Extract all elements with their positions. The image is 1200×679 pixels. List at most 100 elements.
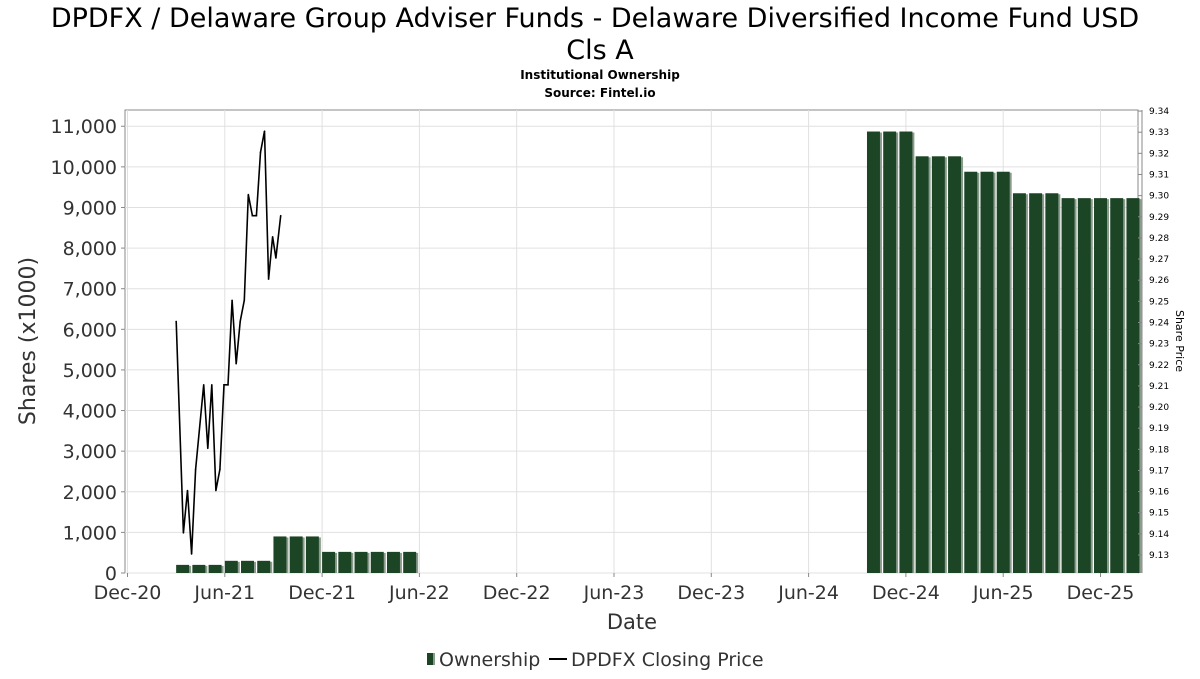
ownership-bar — [370, 551, 384, 573]
y-axis-label: Shares (x1000) — [16, 257, 41, 425]
price-point — [175, 320, 177, 323]
x-tick-label: Dec-25 — [1067, 582, 1135, 604]
legend-price-label: DPDFX Closing Price — [571, 649, 764, 671]
y-tick-label: 7,000 — [63, 279, 117, 301]
price-point — [267, 278, 270, 280]
price-point — [231, 299, 233, 302]
y2-tick-label: 9.14 — [1149, 530, 1169, 540]
price-point — [190, 553, 193, 555]
ownership-bar — [208, 564, 222, 573]
price-point — [202, 384, 205, 386]
x-tick-label: Jun-21 — [193, 582, 255, 604]
ownership-bar — [964, 171, 978, 573]
y2-tick-label: 9.17 — [1149, 466, 1169, 476]
x-tick-label: Jun-25 — [972, 582, 1034, 604]
price-point — [186, 489, 189, 492]
ownership-bar — [273, 536, 287, 573]
ownership-bar — [176, 564, 190, 573]
y2-tick-label: 9.26 — [1149, 276, 1169, 286]
y2-tick-label: 9.34 — [1149, 107, 1169, 117]
y2-tick-label: 9.13 — [1149, 551, 1169, 561]
y-tick-label: 1,000 — [63, 522, 117, 544]
y2-tick-label: 9.31 — [1149, 170, 1169, 180]
price-point — [243, 299, 246, 302]
price-point — [227, 384, 229, 386]
ownership-bars — [176, 131, 1142, 574]
x-axis-label: Date — [607, 610, 657, 634]
ownership-bar — [241, 560, 254, 573]
price-point — [194, 468, 197, 471]
y-tick-label: 4,000 — [63, 401, 117, 423]
x-tick-label: Jun-22 — [388, 582, 450, 604]
chart-title-line2: Cls A — [566, 35, 634, 66]
price-point — [206, 447, 209, 450]
y-axis-ticks: 0 1,000 2,000 3,000 4,000 5,000 6,000 7,000 8,00… — [51, 116, 125, 585]
ownership-bar — [931, 156, 945, 574]
chart-title-line1: DPDFX / Delaware Group Adviser Funds - D… — [51, 3, 1139, 34]
y2-tick-label: 9.25 — [1149, 297, 1169, 307]
ownership-bar — [257, 560, 271, 573]
y2-tick-label: 9.19 — [1149, 424, 1169, 434]
y-tick-label: 3,000 — [63, 441, 117, 463]
ownership-bar — [192, 564, 206, 573]
y2-tick-label: 9.16 — [1149, 488, 1169, 498]
y2-tick-label: 9.29 — [1149, 213, 1169, 223]
y-tick-label: 0 — [105, 563, 117, 585]
x-tick-label: Dec-23 — [677, 582, 745, 604]
y2-tick-label: 9.32 — [1149, 149, 1169, 159]
ownership-bar — [403, 551, 417, 573]
x-axis-ticks: Dec-20 Jun-21 Dec-21 Jun-22 Dec-22 Jun-23 Dec-… — [94, 573, 1135, 604]
ownership-bar — [1126, 198, 1140, 574]
x-tick-label: Jun-23 — [583, 582, 645, 604]
price-line-layer — [175, 130, 282, 555]
chart-source: Source: Fintel.io — [544, 86, 655, 100]
y2-tick-label: 9.22 — [1149, 361, 1169, 371]
price-point — [271, 236, 274, 238]
price-point — [215, 489, 217, 492]
y-tick-label: 11,000 — [51, 116, 117, 138]
y2-tick-label: 9.18 — [1149, 445, 1169, 455]
y2-tick-label: 9.23 — [1149, 340, 1169, 350]
y-tick-label: 8,000 — [63, 238, 117, 260]
y2-tick-label: 9.20 — [1149, 403, 1169, 413]
y-tick-label: 6,000 — [63, 319, 117, 341]
ownership-bar — [1077, 198, 1091, 574]
price-point — [239, 320, 242, 323]
price-point — [211, 384, 213, 386]
price-point — [259, 151, 262, 154]
price-point — [223, 384, 225, 386]
ownership-bar — [1061, 198, 1075, 574]
price-point — [247, 193, 250, 196]
price-point — [279, 214, 282, 217]
ownership-bar — [866, 131, 880, 573]
y-tick-label: 5,000 — [63, 360, 117, 382]
ownership-bar — [915, 156, 929, 574]
legend-ownership-label: Ownership — [439, 649, 540, 671]
ownership-bar — [883, 131, 897, 573]
price-point — [255, 214, 258, 217]
y2-axis-ticks: 9.13 9.14 9.15 9.16 9.17 9.18 9.19 9.20 9.21 9.22… — [1138, 107, 1169, 573]
y2-tick-label: 9.33 — [1149, 128, 1169, 138]
y2-tick-label: 9.15 — [1149, 509, 1169, 519]
ownership-bar — [948, 156, 962, 574]
y-tick-label: 2,000 — [63, 482, 117, 504]
legend-ownership-swatch — [427, 653, 433, 665]
ownership-bar — [980, 171, 994, 573]
ownership-bar — [899, 131, 913, 573]
legend-ownership-swatch-shadow — [433, 653, 435, 665]
x-tick-label: Jun-24 — [777, 582, 839, 604]
y2-tick-label: 9.24 — [1149, 318, 1169, 328]
ownership-bar — [224, 560, 238, 573]
chart-subtitle: Institutional Ownership — [520, 68, 680, 82]
ownership-bar — [1012, 193, 1026, 573]
ownership-bar — [354, 551, 368, 573]
ownership-bar — [338, 551, 352, 573]
ownership-bar — [1029, 193, 1043, 573]
y2-axis-label: Share Price — [1173, 310, 1186, 372]
y2-tick-label: 9.27 — [1149, 255, 1169, 265]
x-tick-label: Dec-24 — [872, 582, 940, 604]
y2-tick-label: 9.30 — [1149, 192, 1169, 202]
price-point — [251, 214, 254, 217]
